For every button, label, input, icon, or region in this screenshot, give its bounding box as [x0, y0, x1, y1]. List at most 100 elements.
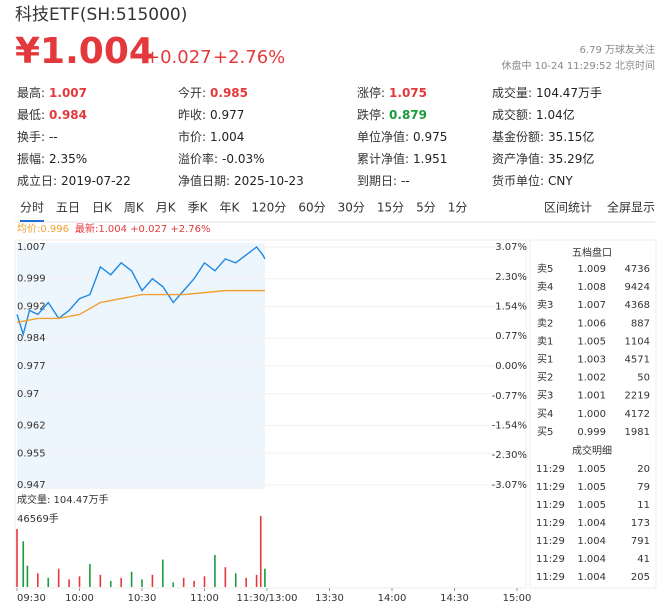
- volume-bar: [259, 516, 262, 587]
- stat-label: 昨收:: [178, 108, 206, 122]
- tab[interactable]: 15分: [377, 201, 404, 215]
- book-volume: 1104: [625, 336, 650, 347]
- y2-tick-label: -3.07%: [492, 480, 527, 491]
- volume-bar: [172, 582, 175, 587]
- book-side: 买5: [537, 426, 553, 438]
- volume-bar: [214, 554, 216, 587]
- trade-time: 11:29: [536, 554, 565, 565]
- stat-value: 1.075: [389, 86, 427, 100]
- tab[interactable]: 120分: [251, 201, 286, 215]
- x-tick-label: 15:00: [503, 593, 532, 604]
- x-tick-label: 14:30: [440, 593, 469, 604]
- stat-value: 2.35%: [49, 152, 87, 166]
- stat-label: 成立日:: [17, 173, 57, 188]
- stat-label: 资产净值:: [492, 151, 544, 166]
- volume-tick-label: 46569手: [17, 512, 59, 525]
- stat-label: 振幅:: [17, 151, 45, 166]
- stat-item: 成立日: 2019-07-22: [17, 173, 131, 188]
- trade-volume: 41: [637, 554, 650, 565]
- x-tick-label: 11:30/13:00: [236, 593, 297, 604]
- tab[interactable]: 月K: [156, 201, 177, 215]
- trade-price: 1.004: [577, 554, 606, 565]
- stat-item: 资产净值: 35.29亿: [492, 151, 594, 166]
- tab-action[interactable]: 全屏显示: [607, 200, 655, 215]
- book-volume: 4172: [625, 409, 650, 420]
- trade-volume: 20: [637, 464, 650, 475]
- tab[interactable]: 季K: [188, 201, 209, 215]
- stat-label: 累计净值:: [357, 151, 409, 166]
- y2-tick-label: 3.07%: [495, 242, 527, 253]
- stat-item: 净值日期: 2025-10-23: [178, 173, 304, 188]
- stat-value: 0.975: [413, 130, 447, 144]
- volume-title: 成交量: 104.47万手: [17, 493, 109, 506]
- y2-tick-label: -2.30%: [492, 450, 527, 461]
- stat-item: 单位净值: 0.975: [357, 129, 447, 144]
- stat-value: 2019-07-22: [61, 174, 131, 188]
- trades-title: 成交明细: [572, 444, 612, 457]
- tab[interactable]: 五日: [56, 201, 80, 215]
- stat-item: 最高: 1.007: [17, 85, 87, 100]
- stat-item: 累计净值: 1.951: [357, 151, 447, 166]
- price: ¥1.004: [15, 31, 154, 72]
- book-volume: 1981: [625, 427, 650, 438]
- trade-time: 11:29: [536, 536, 565, 547]
- stat-label: 换手:: [17, 130, 45, 144]
- trade-volume: 173: [631, 518, 650, 529]
- stat-label: 市价:: [178, 129, 206, 144]
- tab[interactable]: 日K: [92, 201, 113, 215]
- book-side: 买3: [537, 390, 553, 402]
- y-tick-label: 0.97: [17, 389, 39, 400]
- book-price: 1.002: [577, 373, 606, 384]
- stat-value: 0.984: [49, 108, 87, 122]
- stat-item: 最低: 0.984: [17, 108, 87, 122]
- book-volume: 887: [631, 318, 650, 329]
- volume-bar: [162, 559, 164, 587]
- book-side: 卖5: [537, 263, 553, 275]
- tab[interactable]: 30分: [338, 201, 365, 215]
- volume-bar: [16, 529, 18, 587]
- volume-bar: [68, 579, 70, 587]
- tab[interactable]: 周K: [124, 201, 145, 215]
- stat-label: 涨停:: [357, 85, 385, 100]
- price-line: [16, 289, 265, 324]
- volume-bar: [130, 571, 133, 587]
- volume-bar: [22, 541, 25, 587]
- tab-action[interactable]: 区间统计: [544, 201, 592, 215]
- book-frame: [529, 239, 657, 589]
- stat-item: 昨收: 0.977: [178, 108, 244, 122]
- x-tick-label: 14:00: [378, 593, 407, 604]
- y2-tick-label: 1.54%: [495, 301, 527, 312]
- book-side: 卖1: [537, 335, 553, 347]
- book-price: 1.005: [577, 336, 606, 347]
- trade-time: 11:29: [536, 464, 565, 475]
- trade-time: 11:29: [536, 500, 565, 511]
- y-tick-label: 0.984: [17, 333, 46, 344]
- volume-bar: [182, 577, 185, 587]
- volume-bar: [255, 574, 258, 587]
- volume-bar: [26, 565, 29, 587]
- tab[interactable]: 1分: [448, 201, 468, 215]
- y-tick-label: 1.007: [17, 242, 46, 253]
- tab[interactable]: 年K: [220, 201, 241, 215]
- x-tick-label: 09:30: [17, 593, 46, 604]
- followers[interactable]: 6.79 万球友关注: [580, 43, 655, 56]
- y-tick-label: 0.955: [17, 448, 46, 459]
- stat-item: 成交额: 1.04亿: [492, 107, 575, 122]
- stat-label: 成交量:: [492, 85, 532, 100]
- stat-value: 0.977: [210, 108, 244, 122]
- tab[interactable]: 60分: [298, 201, 325, 215]
- price-line: [16, 246, 266, 337]
- stat-value: 0.985: [210, 86, 248, 100]
- tab[interactable]: 分时: [20, 201, 44, 215]
- stat-value: 1.004: [210, 130, 244, 144]
- status: 休盘中 10-24 11:29:52 北京时间: [501, 59, 655, 72]
- trade-price: 1.004: [577, 518, 606, 529]
- volume-bar: [109, 580, 112, 587]
- tab[interactable]: 5分: [416, 201, 436, 215]
- trade-volume: 205: [631, 572, 650, 583]
- y2-tick-label: -0.77%: [492, 391, 527, 402]
- book-price: 1.003: [577, 355, 606, 366]
- stat-item: 到期日: --: [357, 174, 410, 188]
- y-tick-label: 0.962: [17, 421, 46, 432]
